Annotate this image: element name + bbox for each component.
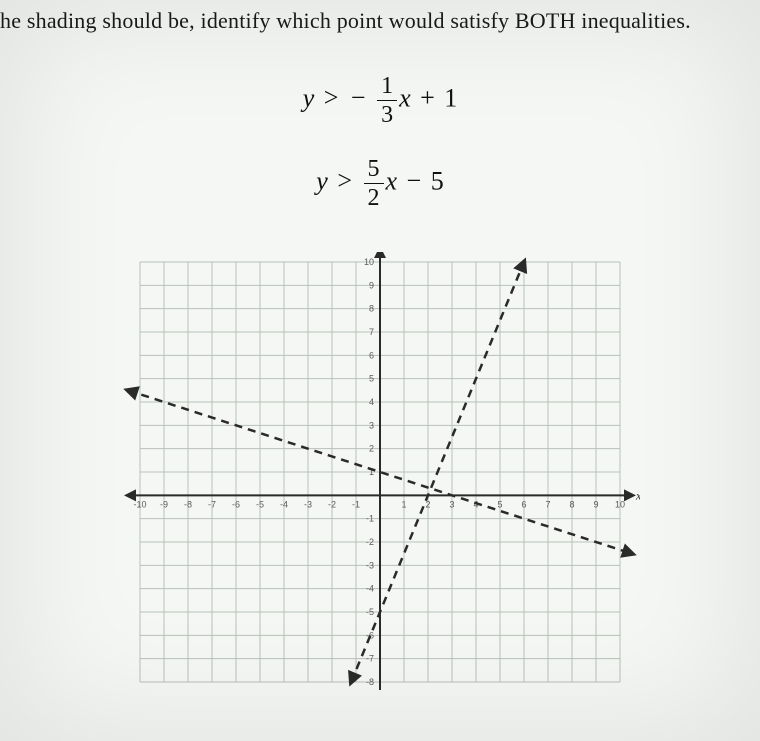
svg-text:-2: -2 [328, 499, 336, 509]
eq2-fraction: 5 2 [364, 157, 384, 210]
svg-text:9: 9 [593, 499, 598, 509]
eq2-den: 2 [364, 184, 384, 210]
eq1-x: x [399, 83, 411, 112]
eq1-const: 1 [444, 83, 457, 112]
eq2-const-op: − [404, 166, 425, 195]
eq2-const: 5 [431, 166, 444, 195]
svg-text:-5: -5 [256, 499, 264, 509]
eq1-fraction: 1 3 [377, 74, 397, 127]
eq2-op: > [334, 166, 355, 195]
svg-text:-4: -4 [366, 584, 374, 594]
svg-text:-10: -10 [133, 499, 146, 509]
svg-text:-3: -3 [304, 499, 312, 509]
svg-text:2: 2 [369, 444, 374, 454]
svg-text:9: 9 [369, 280, 374, 290]
svg-text:1: 1 [401, 499, 406, 509]
svg-text:-8: -8 [366, 677, 374, 687]
page: he shading should be, identify which poi… [0, 0, 760, 741]
eq2-lhs: y [316, 166, 328, 195]
svg-text:-4: -4 [280, 499, 288, 509]
svg-text:-9: -9 [160, 499, 168, 509]
svg-text:3: 3 [449, 499, 454, 509]
inequality-1: y > − 1 3 x + 1 [303, 74, 458, 127]
eq1-op: > [321, 83, 342, 112]
eq2-x: x [386, 166, 398, 195]
eq2-num: 5 [364, 157, 384, 184]
eq1-den: 3 [377, 101, 397, 127]
svg-text:-1: -1 [352, 499, 360, 509]
eq1-lhs: y [303, 83, 315, 112]
eq1-sign: − [348, 83, 369, 112]
svg-text:6: 6 [369, 350, 374, 360]
svg-text:-7: -7 [366, 654, 374, 664]
coordinate-graph: -10-9-8-7-6-5-4-3-2-11234567891012345678… [120, 252, 640, 692]
svg-text:-3: -3 [366, 560, 374, 570]
svg-text:-8: -8 [184, 499, 192, 509]
eq1-num: 1 [377, 74, 397, 101]
graph-container: -10-9-8-7-6-5-4-3-2-11234567891012345678… [0, 252, 760, 692]
svg-text:7: 7 [369, 327, 374, 337]
svg-text:8: 8 [369, 304, 374, 314]
graph-svg: -10-9-8-7-6-5-4-3-2-11234567891012345678… [120, 252, 640, 692]
svg-text:4: 4 [369, 397, 374, 407]
question-text: he shading should be, identify which poi… [0, 8, 760, 34]
svg-text:3: 3 [369, 420, 374, 430]
svg-text:6: 6 [521, 499, 526, 509]
svg-text:-5: -5 [366, 607, 374, 617]
svg-text:-2: -2 [366, 537, 374, 547]
svg-text:5: 5 [497, 499, 502, 509]
svg-text:5: 5 [369, 374, 374, 384]
svg-text:10: 10 [364, 257, 374, 267]
svg-text:-1: -1 [366, 514, 374, 524]
svg-text:7: 7 [545, 499, 550, 509]
svg-text:-7: -7 [208, 499, 216, 509]
svg-text:10: 10 [615, 499, 625, 509]
svg-text:x: x [635, 488, 640, 502]
svg-text:8: 8 [569, 499, 574, 509]
svg-text:-6: -6 [232, 499, 240, 509]
inequality-2: y > 5 2 x − 5 [316, 157, 443, 210]
eq1-const-op: + [417, 83, 438, 112]
inequalities-block: y > − 1 3 x + 1 y > 5 2 x − 5 [0, 62, 760, 222]
